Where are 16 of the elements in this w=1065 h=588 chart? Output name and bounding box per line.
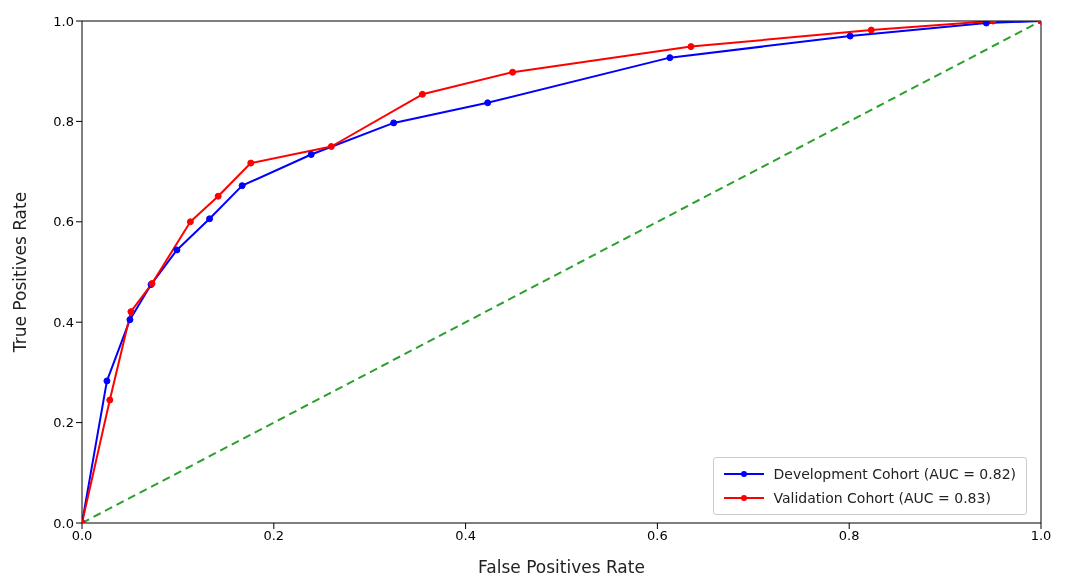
x-tick-label: 1.0 bbox=[1030, 528, 1052, 544]
y-tick-label: 0.0 bbox=[53, 515, 74, 531]
x-tick-label: 0.6 bbox=[647, 528, 668, 544]
legend-label: Validation Cohort (AUC = 0.83) bbox=[773, 490, 991, 506]
y-tick-label: 0.6 bbox=[53, 214, 74, 230]
x-tick-label: 0.8 bbox=[838, 528, 860, 544]
x-tick-label: 0.4 bbox=[455, 528, 476, 544]
y-tick-label: 0.2 bbox=[53, 415, 74, 431]
legend-label: Development Cohort (AUC = 0.82) bbox=[773, 466, 1016, 482]
y-axis-title: True Positives Rate bbox=[10, 191, 31, 354]
y-tick-label: 0.8 bbox=[53, 114, 74, 130]
x-tick-label: 0.0 bbox=[71, 528, 93, 544]
y-tick-label: 0.4 bbox=[53, 314, 74, 330]
x-axis-title: False Positives Rate bbox=[478, 557, 645, 577]
x-tick-label: 0.2 bbox=[263, 528, 285, 544]
y-tick-label: 1.0 bbox=[53, 13, 74, 29]
